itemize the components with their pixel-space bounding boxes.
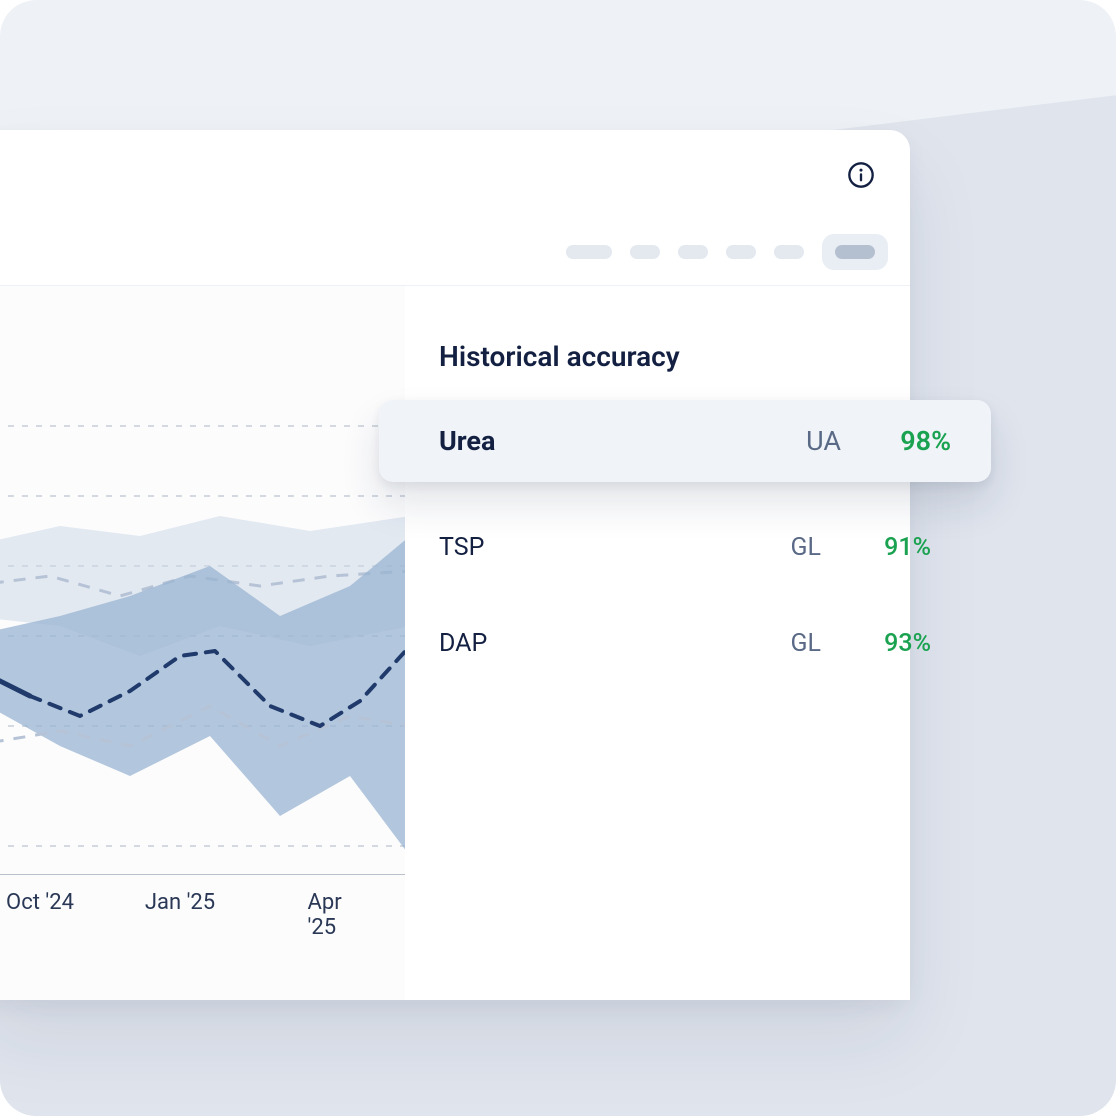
header-tab-active[interactable] xyxy=(822,234,888,270)
forecast-chart: Oct '24 Jan '25 Apr '25 xyxy=(0,286,405,1000)
header-tab[interactable] xyxy=(678,245,708,259)
row-code: GL xyxy=(741,629,821,658)
accuracy-row-tsp[interactable]: TSP GL 91% xyxy=(405,506,965,588)
header-tab[interactable] xyxy=(774,245,804,259)
accuracy-row-urea[interactable]: Urea UA 98% xyxy=(379,400,991,482)
header-tab-row xyxy=(566,234,888,270)
row-name: TSP xyxy=(439,533,741,562)
x-tick-label: Jan '25 xyxy=(145,890,215,915)
accuracy-row-dap[interactable]: DAP GL 93% xyxy=(405,602,965,684)
row-code: UA xyxy=(761,425,841,457)
row-code: GL xyxy=(741,533,821,562)
header-tab[interactable] xyxy=(630,245,660,259)
row-name: DAP xyxy=(439,629,741,658)
dashboard-card: Oct '24 Jan '25 Apr '25 Historical accur… xyxy=(0,130,910,1000)
row-pct: 91% xyxy=(821,533,931,562)
row-pct: 93% xyxy=(821,629,931,658)
header-tab[interactable] xyxy=(566,245,612,259)
accuracy-panel: Historical accuracy Urea UA 98% TSP GL 9… xyxy=(405,286,910,1000)
header-tab[interactable] xyxy=(726,245,756,259)
info-button[interactable] xyxy=(846,160,876,190)
x-tick-label: Oct '24 xyxy=(6,890,74,915)
info-icon xyxy=(847,161,875,189)
header-tab-active-inner xyxy=(835,245,875,259)
row-pct: 98% xyxy=(841,425,951,457)
x-axis-labels: Oct '24 Jan '25 Apr '25 xyxy=(0,890,405,920)
row-name: Urea xyxy=(439,425,761,457)
x-tick-label: Apr '25 xyxy=(308,890,373,940)
card-header xyxy=(0,130,910,285)
panel-title: Historical accuracy xyxy=(439,340,680,373)
x-axis-line xyxy=(0,874,405,875)
